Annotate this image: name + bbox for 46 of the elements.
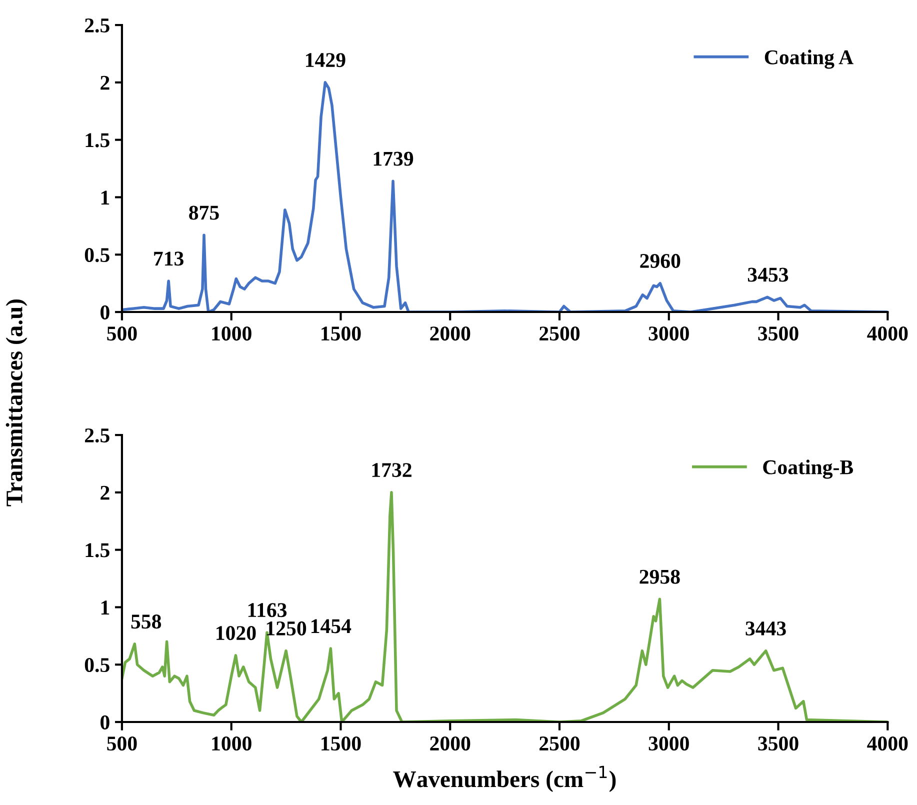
annotation: 1454 xyxy=(312,619,352,634)
annotation: 1020 xyxy=(216,626,256,640)
x-tick-label: 4000 xyxy=(867,736,908,751)
annotation: 1250 xyxy=(266,621,306,636)
x-tick-label: 3500 xyxy=(758,326,798,341)
x-tick-label: 500 xyxy=(107,326,137,341)
y-tick-label: 2 xyxy=(100,76,110,90)
y-tick-label: 0 xyxy=(100,305,110,320)
y-tick-label: 1 xyxy=(101,190,110,204)
x-tick-label: 1500 xyxy=(322,326,361,341)
x-tick-label: 500 xyxy=(107,736,137,751)
annotation: 1732 xyxy=(372,463,412,478)
annotation: 558 xyxy=(131,614,162,629)
x-tick-label: 2000 xyxy=(430,326,470,341)
annotation: 875 xyxy=(189,206,219,220)
x-tick-label: 2500 xyxy=(540,326,580,341)
y-tick-label: 1 xyxy=(101,600,110,614)
y-tick-label: 2.5 xyxy=(84,428,110,443)
x-tick-label: 3000 xyxy=(648,326,689,341)
annotation: 2960 xyxy=(640,254,680,268)
y-tick-label: 2.5 xyxy=(84,18,110,33)
annotation: 1163 xyxy=(248,603,287,618)
y-tick-label: 0.5 xyxy=(84,248,110,262)
x-tick-label: 3500 xyxy=(758,736,798,751)
x-tick-label: 3000 xyxy=(648,736,689,751)
x-axis-title: Wavenumbers (cm$^{−1}$) xyxy=(393,766,616,792)
y-tick-label: 2 xyxy=(100,486,110,500)
x-tick-label: 1000 xyxy=(212,736,252,751)
y-axis-title: Transmittances (a.u) xyxy=(6,299,28,506)
annotation: 1739 xyxy=(374,152,414,166)
annotation: 1429 xyxy=(306,53,346,68)
x-tick-label: 2500 xyxy=(540,736,580,751)
y-tick-label: 0 xyxy=(100,715,110,730)
x-tick-label: 1500 xyxy=(322,736,361,751)
x-tick-label: 1000 xyxy=(212,326,252,341)
legend-label: Coating A xyxy=(764,50,854,69)
annotation: 3443 xyxy=(746,621,786,636)
x-tick-label: 4000 xyxy=(867,326,908,341)
y-tick-label: 0.5 xyxy=(84,658,110,672)
annotation: 2958 xyxy=(640,570,680,584)
x-tick-label: 2000 xyxy=(430,736,470,751)
legend-label: Coating-B xyxy=(763,460,854,479)
annotation: 3453 xyxy=(748,268,788,282)
y-tick-label: 1.5 xyxy=(86,133,110,148)
annotation: 713 xyxy=(154,252,184,266)
y-tick-label: 1.5 xyxy=(86,543,110,558)
